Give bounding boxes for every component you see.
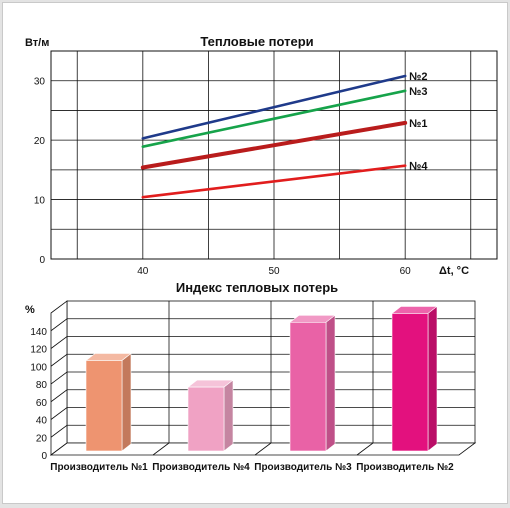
line-x-tick-label: 40 <box>137 266 149 277</box>
bar-front <box>85 360 123 452</box>
bar-chart-title: Индекс тепловых потерь <box>176 280 338 295</box>
bar-side <box>427 305 438 452</box>
bar-gridline-h <box>50 424 475 438</box>
line-y-axis-label: Вт/м <box>25 37 49 49</box>
bar <box>391 305 438 452</box>
line-chart-title: Тепловые потери <box>200 34 313 49</box>
series-line-1 <box>141 74 407 140</box>
bar-front <box>391 313 429 452</box>
bar-front <box>289 322 327 452</box>
bar-side <box>223 379 234 452</box>
bar-y-tick-label: 60 <box>36 398 48 409</box>
bar-gridline-h <box>50 353 475 367</box>
line-x-tick-label: 60 <box>400 266 412 277</box>
bar-y-axis-label: % <box>25 304 35 316</box>
bar <box>187 379 234 452</box>
line-y-tick-label: 10 <box>34 196 46 207</box>
line-x-axis-label: Δt, °C <box>439 265 469 277</box>
series-label: №1 <box>409 118 427 130</box>
bar-categories: Производитель №1 Производитель №4 Производ… <box>50 462 454 473</box>
series-label: №3 <box>409 86 427 98</box>
bar-category-label: Производитель №4 <box>152 462 250 473</box>
bar-gridline-h <box>50 371 475 385</box>
bar-category-label: Производитель №3 <box>254 462 352 473</box>
series-label: №2 <box>409 71 427 83</box>
bar-floor-divider <box>254 442 272 456</box>
bar-y-tick-label: 40 <box>36 416 48 427</box>
series-label: №4 <box>409 161 428 173</box>
bar-y-tick-label: 80 <box>36 380 48 391</box>
bar-ticks: 0 20 40 60 80 100 120 140 <box>30 327 47 462</box>
line-y-tick-label: 0 <box>39 255 45 266</box>
line-y-tick-label: 20 <box>34 136 46 147</box>
series-line-3 <box>140 120 408 170</box>
bar-front <box>187 386 225 452</box>
line-x-tick-label: 50 <box>268 266 280 277</box>
bar-gridline-h <box>50 336 475 349</box>
line-series: №2 №3 №1 №4 <box>140 71 428 199</box>
bar-y-tick-label: 100 <box>30 362 47 373</box>
bar-side <box>121 352 132 452</box>
series-line-2 <box>141 89 407 148</box>
bar-floor-divider <box>356 442 374 456</box>
bar-marks <box>85 305 438 452</box>
bar-y-tick-label: 140 <box>30 327 47 338</box>
bar-floor-divider <box>152 442 170 456</box>
chart-canvas: 0 10 20 30 40 50 60 №2 №3 №1 №4 Тепловые потери В… <box>25 34 498 473</box>
bar-chart: Индекс тепловых потерь % 0 20 40 60 80 100 120… <box>25 280 477 473</box>
bar <box>85 352 132 452</box>
bar-gridline-h <box>50 318 475 332</box>
series-line-4 <box>141 164 407 199</box>
bar-y-tick-label: 120 <box>30 345 47 356</box>
bar-gridline-h <box>50 407 475 420</box>
bar-y-tick-label: 20 <box>36 433 48 444</box>
bar-side <box>325 314 336 452</box>
line-y-tick-label: 30 <box>34 77 46 88</box>
bar <box>289 314 336 452</box>
bar-category-label: Производитель №2 <box>356 462 454 473</box>
bar-y-tick-label: 0 <box>41 451 47 462</box>
bar-gridline-h <box>50 389 475 403</box>
bar-category-label: Производитель №1 <box>50 462 148 473</box>
line-ticks: 0 10 20 30 40 50 60 <box>34 77 411 277</box>
line-chart: 0 10 20 30 40 50 60 №2 №3 №1 №4 Тепловые потери В… <box>25 34 498 277</box>
